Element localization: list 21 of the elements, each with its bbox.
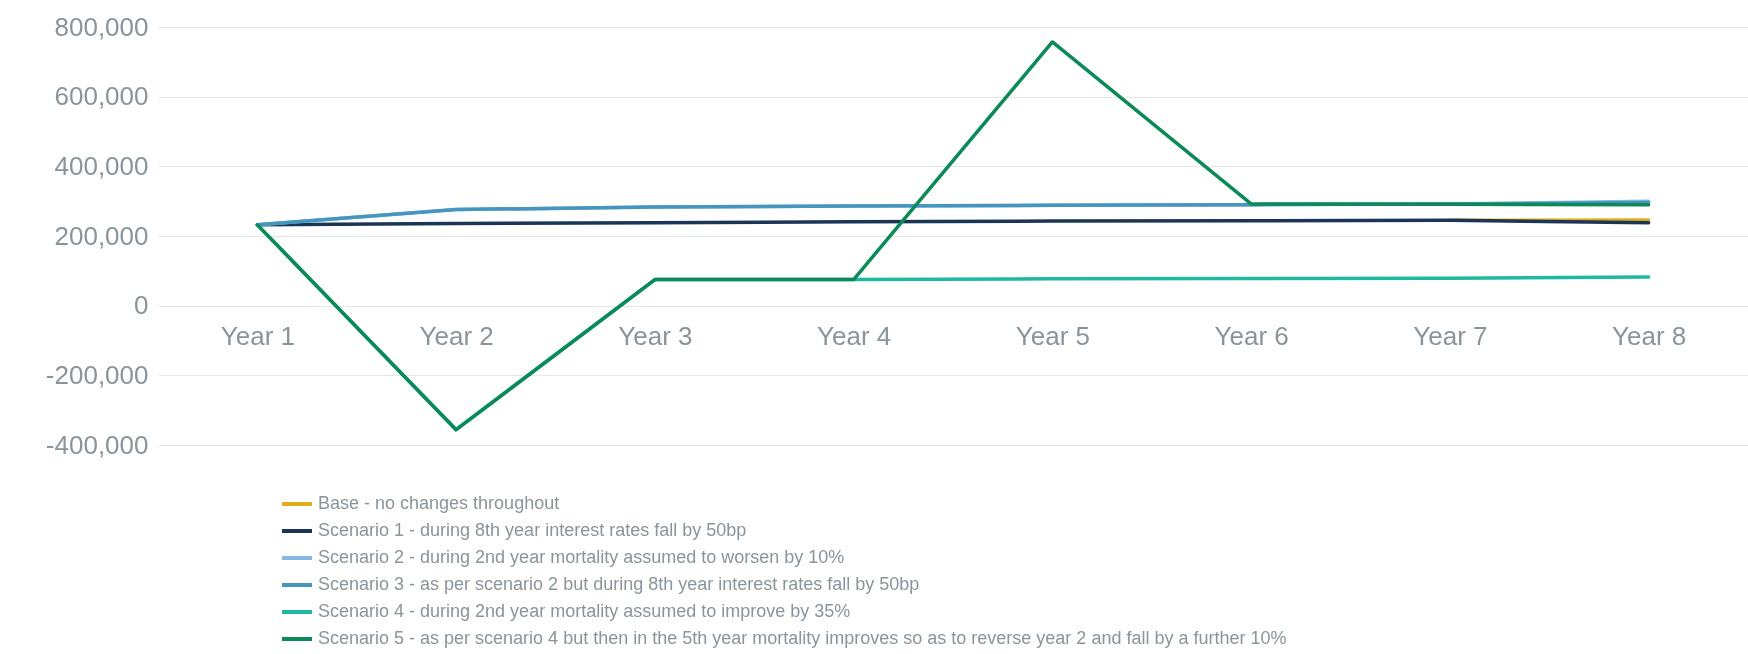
legend-label: Base - no changes throughout — [318, 493, 560, 513]
legend-label: Scenario 2 - during 2nd year mortality assumed to worsen by 10% — [318, 547, 845, 567]
y-tick-label: 200,000 — [54, 220, 149, 251]
x-tick-label: Year 5 — [1015, 321, 1090, 352]
y-tick-label: 400,000 — [54, 150, 149, 181]
x-tick-label: Year 3 — [618, 321, 693, 352]
y-tick-label: 0 — [134, 290, 149, 321]
x-tick-label: Year 7 — [1413, 321, 1488, 352]
x-tick-label: Year 8 — [1612, 321, 1687, 352]
x-tick-label: Year 4 — [817, 321, 892, 352]
x-tick-label: Year 6 — [1214, 321, 1289, 352]
y-tick-label: 600,000 — [54, 81, 149, 112]
legend-label: Scenario 3 - as per scenario 2 but during 8th year interest rates fall by 50bp — [318, 574, 920, 594]
legend-label: Scenario 4 - during 2nd year mortality assumed to improve by 35% — [318, 601, 851, 621]
legend-label: Scenario 1 - during 8th year interest rates fall by 50bp — [318, 520, 747, 540]
y-tick-label: -400,000 — [45, 429, 149, 460]
x-tick-label: Year 2 — [419, 321, 494, 352]
x-tick-label: Year 1 — [220, 321, 295, 352]
y-tick-label: -200,000 — [45, 359, 149, 390]
y-tick-label: 800,000 — [54, 11, 149, 42]
legend-label: Scenario 5 - as per scenario 4 but then in the 5th year mortality improves so as to reverse year 2 and fall by a further 10% — [318, 628, 1287, 648]
